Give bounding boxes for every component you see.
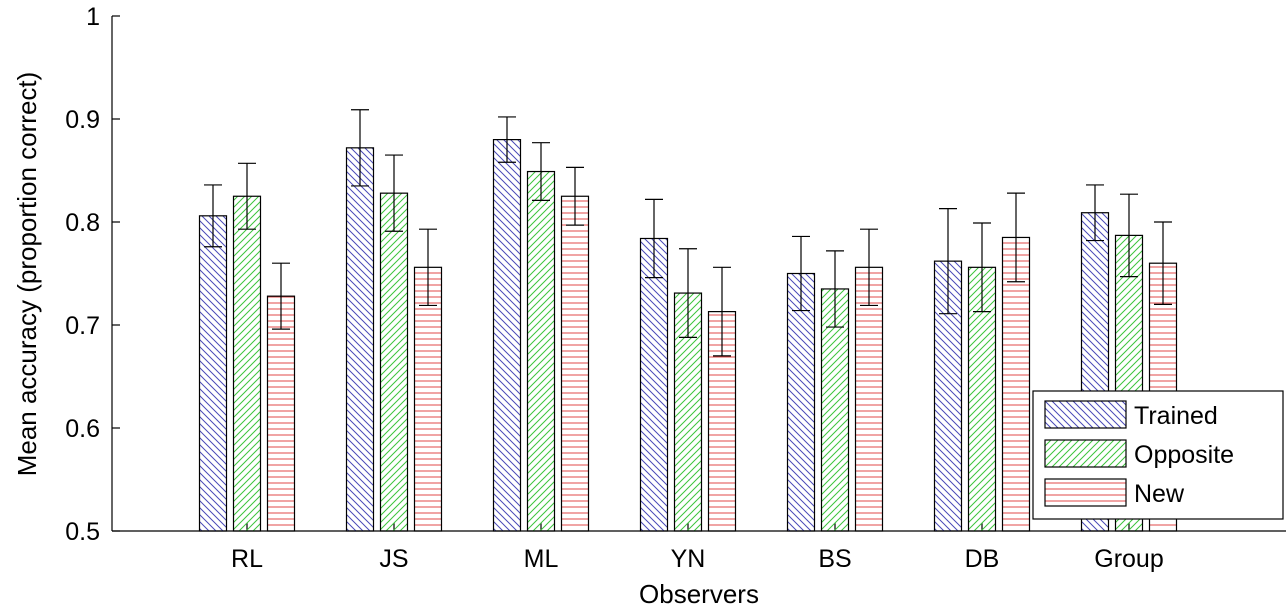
bar-trained-yn: [639, 237, 669, 532]
y-tick-label: 1: [86, 3, 100, 31]
bar-new-ml: [560, 195, 590, 532]
x-axis-title: Observers: [639, 579, 759, 609]
x-axis-ticks: RL JS ML YN BS DB Group: [231, 523, 1164, 573]
y-tick-label: 0.6: [65, 415, 100, 443]
error-bar-trained-js: [351, 109, 369, 187]
bar-opposite-bs: [820, 288, 850, 532]
error-bar-new-group: [1154, 221, 1172, 305]
error-bar-trained-rl: [204, 184, 222, 248]
legend-swatch-new: [1044, 478, 1127, 507]
error-bar-opposite-ml: [532, 142, 550, 201]
legend-label-trained: Trained: [1134, 402, 1218, 430]
x-tick-label: BS: [818, 545, 851, 573]
bar-new-db: [1001, 236, 1031, 532]
bar-trained-bs: [786, 272, 816, 532]
error-bar-opposite-group: [1120, 193, 1138, 278]
y-axis-ticks: 0.5 0.6 0.7 0.8 0.9 1: [65, 3, 120, 546]
error-bar-new-bs: [860, 228, 878, 307]
x-tick-label: DB: [965, 545, 1000, 573]
y-tick-label: 0.7: [65, 312, 100, 340]
error-bar-trained-ml: [498, 116, 516, 163]
bar-trained-js: [345, 147, 375, 532]
x-tick-label: YN: [671, 545, 706, 573]
y-tick-label: 0.9: [65, 106, 100, 134]
error-bar-trained-db: [939, 208, 957, 315]
error-bar-new-db: [1007, 192, 1025, 283]
x-tick-label: JS: [379, 545, 408, 573]
error-bar-opposite-js: [385, 154, 403, 232]
y-tick-label: 0.5: [65, 518, 100, 546]
error-bar-new-yn: [713, 266, 731, 357]
error-bar-new-rl: [272, 262, 290, 330]
bar-opposite-ml: [526, 170, 556, 532]
error-bar-opposite-db: [973, 222, 991, 313]
bar-opposite-rl: [232, 195, 262, 532]
error-bar-trained-bs: [792, 235, 810, 312]
bar-trained-ml: [492, 139, 522, 532]
error-bar-new-ml: [566, 166, 584, 226]
bar-opposite-js: [379, 192, 409, 532]
bar-new-rl: [266, 295, 296, 532]
bar-trained-rl: [198, 215, 228, 532]
error-bar-opposite-bs: [826, 250, 844, 328]
legend-swatch-opposite: [1044, 439, 1127, 468]
legend-swatch-trained: [1044, 400, 1127, 429]
x-tick-label: ML: [524, 545, 559, 573]
error-bar-trained-group: [1086, 184, 1104, 242]
error-bar-new-js: [419, 228, 437, 307]
error-bars: [204, 109, 1172, 357]
error-bar-opposite-rl: [238, 162, 256, 230]
x-tick-label: Group: [1094, 545, 1163, 573]
legend-label-new: New: [1134, 480, 1185, 508]
error-bar-opposite-yn: [679, 248, 697, 338]
y-axis-title: Mean accuracy (proportion correct): [12, 72, 42, 477]
legend: Trained Opposite New: [1032, 390, 1284, 520]
bar-new-bs: [854, 266, 884, 532]
legend-label-opposite: Opposite: [1134, 441, 1234, 469]
y-tick-label: 0.8: [65, 209, 100, 237]
bar-new-js: [413, 266, 443, 532]
x-tick-label: RL: [231, 545, 263, 573]
error-bar-trained-yn: [645, 198, 663, 279]
